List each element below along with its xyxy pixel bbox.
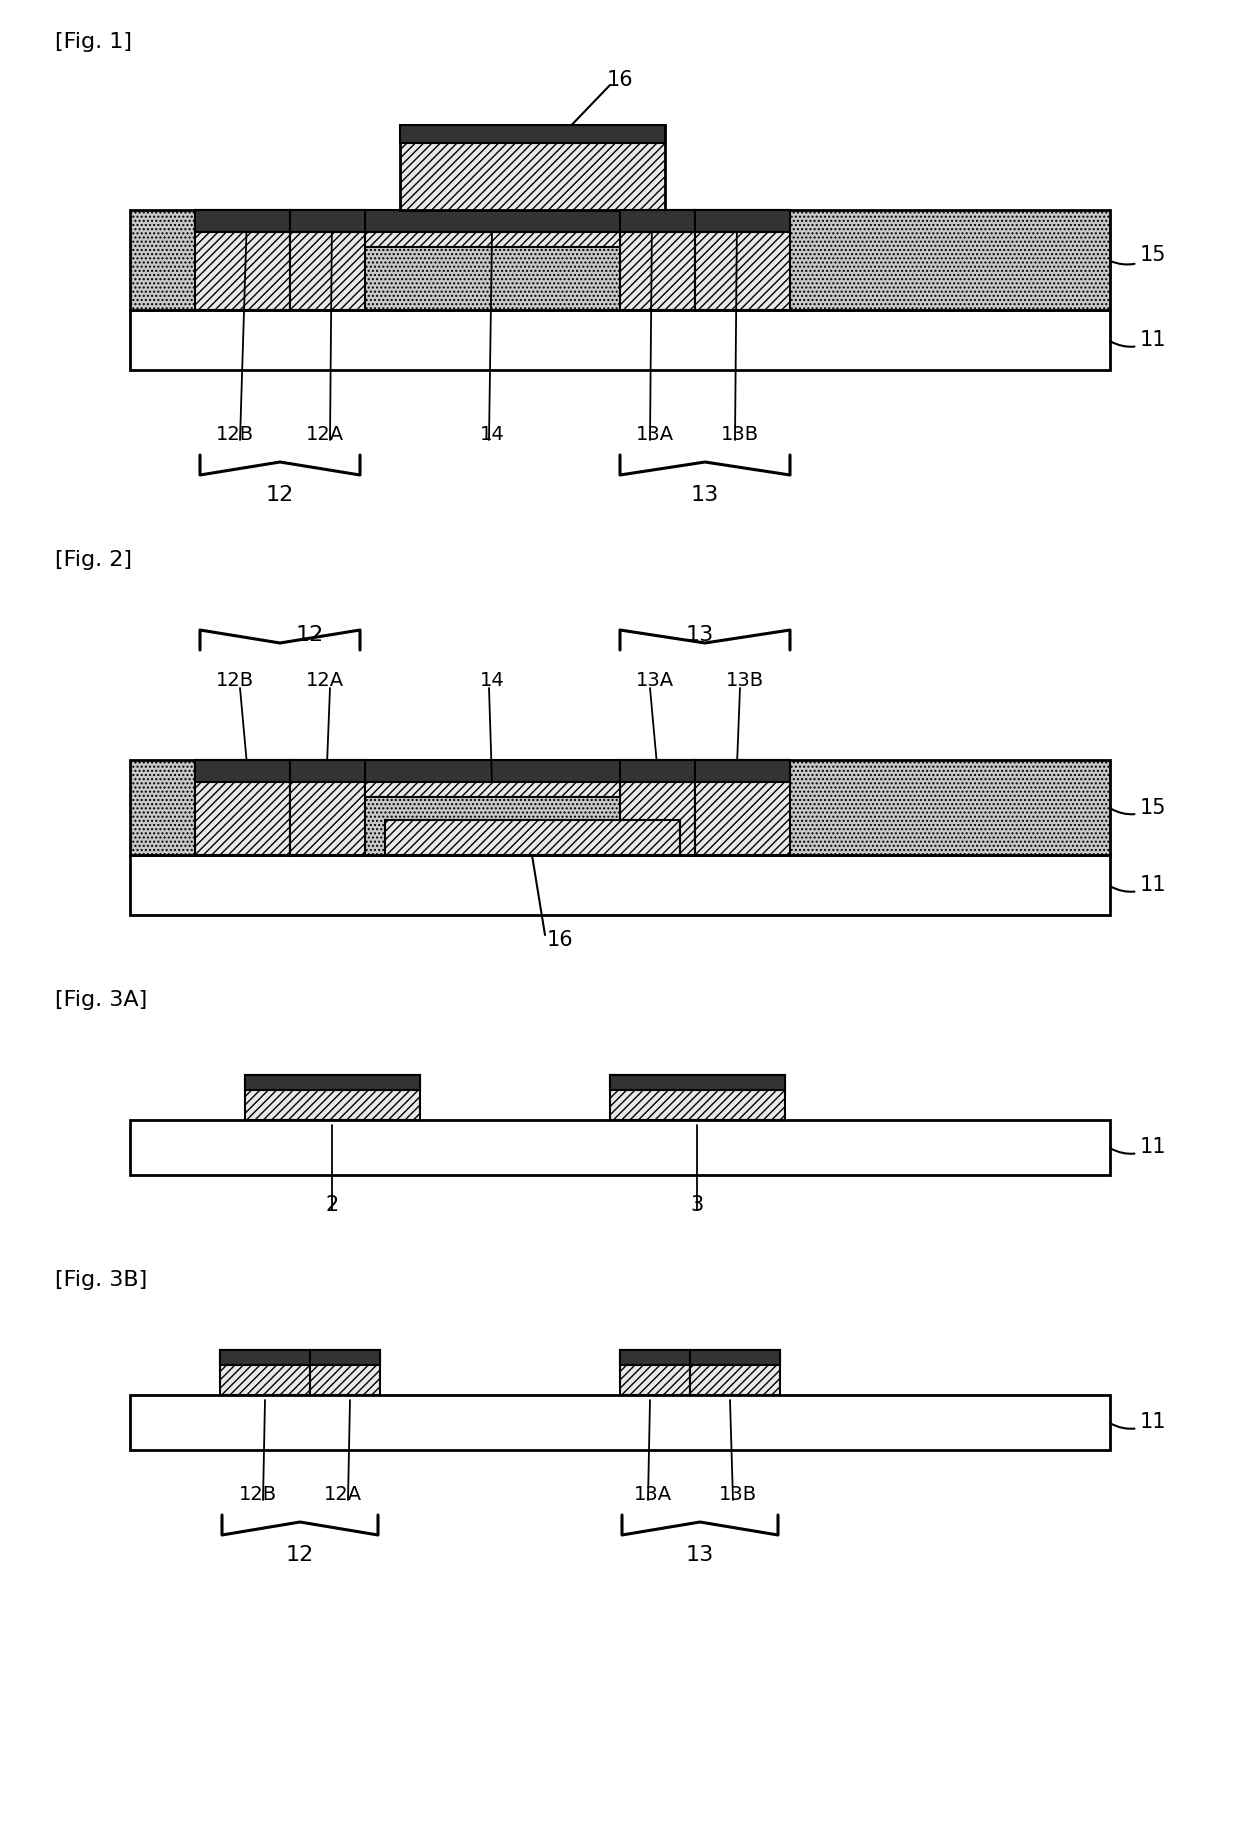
Bar <box>610 1075 785 1090</box>
Bar <box>195 210 290 310</box>
Bar <box>689 1350 780 1396</box>
Text: 13B: 13B <box>725 671 764 690</box>
Bar <box>310 1350 379 1396</box>
Text: 16: 16 <box>606 70 634 90</box>
Bar <box>290 760 365 782</box>
Text: 11: 11 <box>1110 330 1167 350</box>
Bar <box>195 760 290 856</box>
Bar <box>130 760 1110 856</box>
Bar <box>365 760 620 782</box>
Text: 13A: 13A <box>636 426 675 444</box>
Bar <box>290 210 365 310</box>
Text: 12B: 12B <box>239 1486 277 1505</box>
Text: 13: 13 <box>686 1545 714 1566</box>
Text: 14: 14 <box>480 671 505 690</box>
Text: 12A: 12A <box>306 426 343 444</box>
Text: [Fig. 3B]: [Fig. 3B] <box>55 1271 148 1291</box>
Text: 11: 11 <box>1110 1138 1167 1156</box>
Bar <box>620 1350 689 1365</box>
Bar <box>195 210 290 232</box>
Bar <box>130 1119 1110 1175</box>
Bar <box>694 760 790 856</box>
Text: 13A: 13A <box>636 671 675 690</box>
Bar <box>620 760 694 782</box>
Bar <box>365 210 620 232</box>
Bar <box>130 856 1110 915</box>
Bar <box>219 1350 310 1396</box>
Bar <box>365 782 620 797</box>
Text: 13A: 13A <box>634 1486 672 1505</box>
Bar <box>401 125 665 144</box>
Text: 11: 11 <box>1110 1413 1167 1433</box>
Text: 12B: 12B <box>216 671 254 690</box>
Bar <box>130 210 1110 310</box>
Bar <box>694 210 790 310</box>
Text: 3: 3 <box>691 1195 703 1215</box>
Text: [Fig. 1]: [Fig. 1] <box>55 31 131 52</box>
Bar <box>384 821 680 856</box>
Text: 13B: 13B <box>720 426 759 444</box>
Text: 12: 12 <box>286 1545 314 1566</box>
Bar <box>689 1350 780 1365</box>
Text: 12B: 12B <box>216 426 254 444</box>
Text: 13B: 13B <box>719 1486 758 1505</box>
Text: 12A: 12A <box>306 671 343 690</box>
Text: 12: 12 <box>296 625 324 645</box>
Text: 11: 11 <box>1110 876 1167 894</box>
Bar <box>246 1075 420 1119</box>
Bar <box>610 1075 785 1119</box>
Text: 13: 13 <box>686 625 714 645</box>
Text: 16: 16 <box>547 929 573 950</box>
Bar <box>694 210 790 232</box>
Text: 12A: 12A <box>324 1486 362 1505</box>
Bar <box>290 760 365 856</box>
Bar <box>401 125 665 210</box>
Bar <box>246 1075 420 1090</box>
Bar <box>620 1350 689 1396</box>
Bar <box>620 760 694 856</box>
Bar <box>290 210 365 232</box>
Text: [Fig. 2]: [Fig. 2] <box>55 550 131 570</box>
Text: 14: 14 <box>480 426 505 444</box>
Text: 13: 13 <box>691 485 719 505</box>
Text: 12: 12 <box>265 485 294 505</box>
Text: 2: 2 <box>325 1195 339 1215</box>
Bar <box>195 760 290 782</box>
Bar <box>130 1396 1110 1449</box>
Bar <box>130 310 1110 371</box>
Text: 15: 15 <box>1111 245 1167 266</box>
Bar <box>620 210 694 232</box>
Text: [Fig. 3A]: [Fig. 3A] <box>55 990 148 1011</box>
Bar <box>620 210 694 310</box>
Bar <box>694 760 790 782</box>
Bar <box>219 1350 310 1365</box>
Bar <box>310 1350 379 1365</box>
Text: 15: 15 <box>1110 798 1167 819</box>
Bar <box>365 232 620 247</box>
